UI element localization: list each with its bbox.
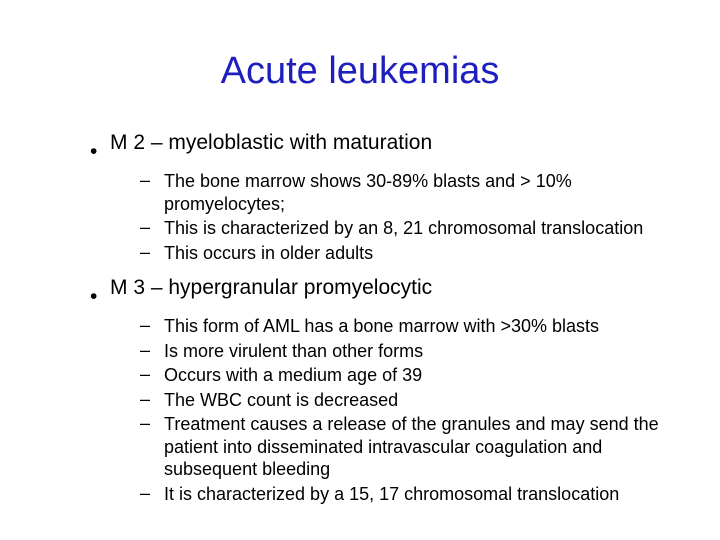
sub-bullet: – Treatment causes a release of the gran… [140, 413, 660, 481]
bullet-m3-text: M 3 – hypergranular promyelocytic [110, 276, 432, 300]
sub-bullet: – It is characterized by a 15, 17 chromo… [140, 483, 660, 506]
dash-icon: – [140, 170, 154, 191]
dash-icon: – [140, 364, 154, 385]
bullet-m2-text: M 2 – myeloblastic with maturation [110, 131, 432, 155]
dash-icon: – [140, 389, 154, 410]
sub-bullet: – Is more virulent than other forms [140, 340, 660, 363]
sub-bullet-text: Occurs with a medium age of 39 [164, 364, 422, 387]
slide-title: Acute leukemias [60, 50, 660, 93]
spacer [60, 266, 660, 276]
slide: Acute leukemias • M 2 – myeloblastic wit… [0, 0, 720, 540]
sub-bullet-text: This form of AML has a bone marrow with … [164, 315, 599, 338]
dash-icon: – [140, 217, 154, 238]
bullet-dot-icon: • [90, 285, 96, 309]
sub-bullet: – This is characterized by an 8, 21 chro… [140, 217, 660, 240]
bullet-dot-icon: • [90, 140, 96, 164]
sub-bullet-text: The WBC count is decreased [164, 389, 398, 412]
sub-bullet: – Occurs with a medium age of 39 [140, 364, 660, 387]
sub-bullet: – The WBC count is decreased [140, 389, 660, 412]
sub-bullet-text: This occurs in older adults [164, 242, 373, 265]
bullet-m2: • M 2 – myeloblastic with maturation [90, 131, 660, 164]
sub-bullet: – This form of AML has a bone marrow wit… [140, 315, 660, 338]
dash-icon: – [140, 340, 154, 361]
sub-bullet-text: It is characterized by a 15, 17 chromoso… [164, 483, 619, 506]
dash-icon: – [140, 315, 154, 336]
dash-icon: – [140, 413, 154, 434]
dash-icon: – [140, 242, 154, 263]
sub-bullet: – The bone marrow shows 30-89% blasts an… [140, 170, 660, 215]
sub-bullet-text: Treatment causes a release of the granul… [164, 413, 660, 481]
dash-icon: – [140, 483, 154, 504]
bullet-m3: • M 3 – hypergranular promyelocytic [90, 276, 660, 309]
sub-bullet-text: Is more virulent than other forms [164, 340, 423, 363]
sub-bullet: – This occurs in older adults [140, 242, 660, 265]
sub-bullet-text: The bone marrow shows 30-89% blasts and … [164, 170, 660, 215]
sub-bullet-text: This is characterized by an 8, 21 chromo… [164, 217, 643, 240]
